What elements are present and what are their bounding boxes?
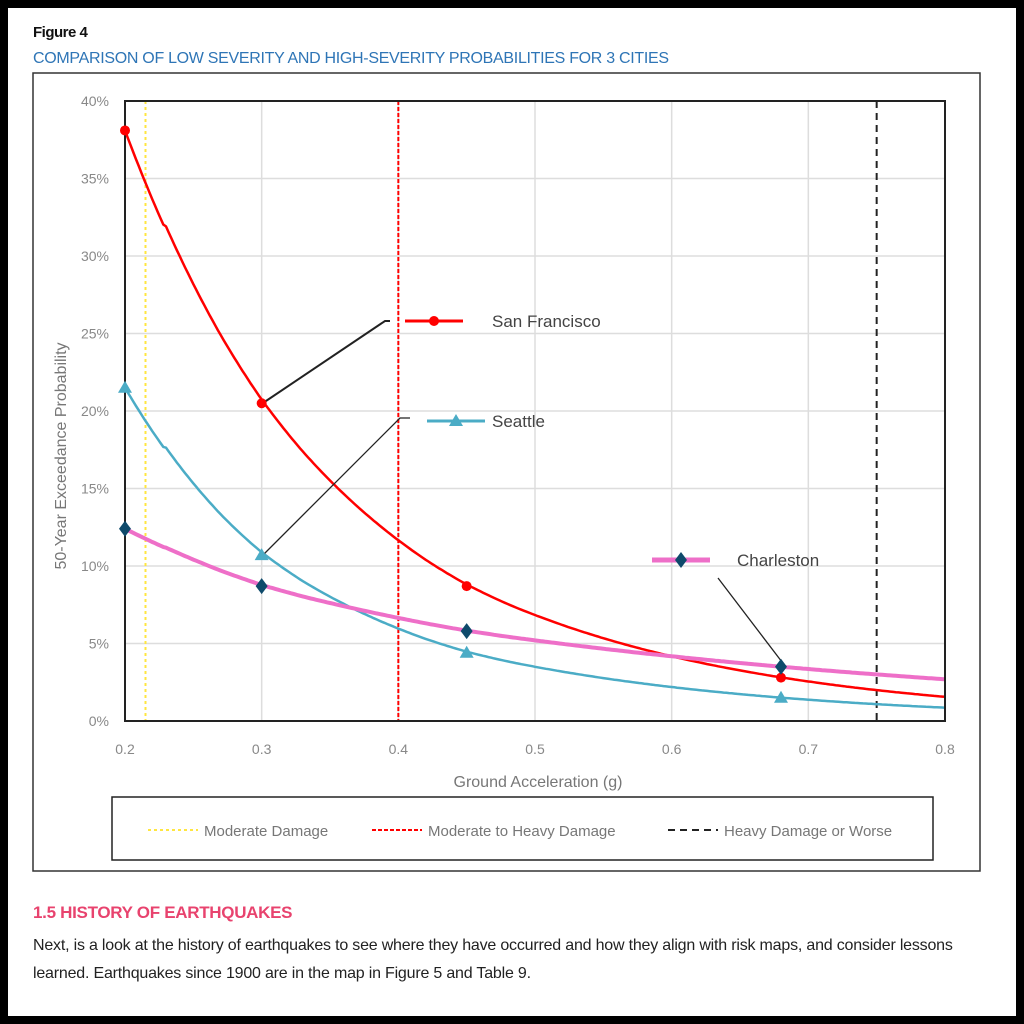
x-tick-label: 0.6 — [662, 741, 682, 757]
data-point — [459, 645, 474, 658]
plot-border — [124, 100, 946, 722]
leader-line — [262, 320, 390, 404]
data-point — [460, 623, 473, 640]
y-tick-label: 35% — [81, 171, 109, 187]
series-label: San Francisco — [492, 312, 601, 331]
series-markers — [118, 125, 788, 703]
data-point — [254, 548, 269, 561]
y-tick-label: 10% — [81, 558, 109, 574]
y-tick-label: 0% — [89, 713, 109, 729]
x-axis-label: Ground Acceleration (g) — [454, 774, 623, 791]
y-tick-label: 30% — [81, 248, 109, 264]
data-point — [774, 690, 788, 703]
x-tick-label: 0.8 — [935, 741, 955, 757]
section-body: Next, is a look at the history of earthq… — [33, 937, 953, 982]
legend-label: Moderate to Heavy Damage — [428, 823, 616, 840]
y-tick-label: 40% — [81, 93, 109, 109]
data-point — [120, 125, 130, 136]
figure-title: COMPARISON OF LOW SEVERITY AND HIGH-SEVE… — [33, 50, 669, 67]
x-tick-label: 0.4 — [389, 741, 409, 757]
figure-label: Figure 4 — [33, 24, 88, 41]
chart-frame — [32, 72, 981, 872]
legend-label: Moderate Damage — [204, 823, 328, 840]
y-axis-label: 50-Year Exceedance Probability — [53, 342, 70, 569]
data-point — [775, 658, 787, 675]
x-tick-label: 0.7 — [799, 741, 819, 757]
series-key-marker — [675, 552, 687, 568]
data-point — [118, 380, 132, 393]
legend-box — [111, 796, 934, 861]
y-tick-label: 15% — [81, 481, 109, 497]
legend: Moderate Damage Moderate to Heavy Damage H… — [148, 823, 892, 840]
x-tick-label: 0.3 — [252, 741, 272, 757]
data-point — [776, 672, 786, 683]
series-key-marker — [429, 316, 439, 326]
series-key-marker — [449, 414, 463, 426]
tick-labels: 0% 5% 10% 15% 20% 25% 30% 35% 40% 0.2 0.3 0.4 0.5 0.6… — [81, 93, 955, 757]
series-label: Charleston — [737, 551, 819, 570]
legend-label: Heavy Damage or Worse — [724, 823, 892, 840]
data-point — [461, 581, 472, 592]
leader-line — [262, 417, 410, 556]
y-tick-label: 25% — [81, 326, 109, 342]
data-point — [255, 578, 268, 595]
series-callouts: San Francisco Seattle Charleston — [262, 312, 819, 663]
data-point — [256, 398, 267, 409]
series-label: Seattle — [492, 412, 545, 431]
leader-line — [717, 577, 783, 663]
x-tick-label: 0.2 — [115, 741, 135, 757]
y-tick-label: 20% — [81, 403, 109, 419]
x-tick-label: 0.5 — [525, 741, 545, 757]
y-tick-label: 5% — [89, 636, 109, 652]
data-point — [119, 520, 131, 537]
section-heading: 1.5 HISTORY OF EARTHQUAKES — [33, 903, 293, 922]
